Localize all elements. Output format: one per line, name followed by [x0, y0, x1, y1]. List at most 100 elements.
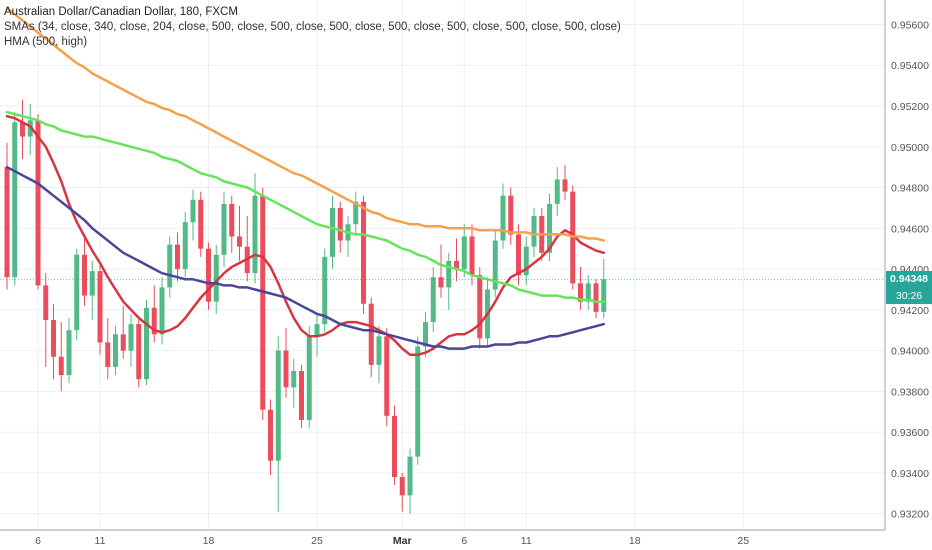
hma-indicator-label[interactable]: HMA (500, high)	[4, 36, 88, 48]
candle-body-down	[105, 342, 111, 367]
candle-body-up	[159, 287, 165, 335]
price-tick-label: 0.94200	[891, 305, 929, 317]
price-tick-label: 0.94000	[891, 346, 929, 358]
chart-legend: Australian Dollar/Canadian Dollar, 180, …	[4, 5, 621, 50]
bar-countdown-badge: 30:26	[886, 288, 932, 305]
candle-body-up	[407, 456, 413, 496]
time-tick-label: 18	[629, 535, 641, 547]
candle-body-up	[353, 201, 359, 225]
candle-body-down	[392, 415, 397, 477]
candle-body-up	[221, 203, 227, 255]
sma-340-line	[5, 6, 606, 242]
candle-body-down	[206, 248, 211, 302]
candle-body-down	[20, 122, 25, 137]
candle-body-up	[492, 240, 498, 290]
time-tick-label: 6	[461, 535, 467, 547]
sma-34-line	[5, 114, 606, 356]
candle-body-up	[423, 322, 428, 347]
candle-body-up	[66, 330, 72, 376]
candle-body-down	[229, 203, 235, 237]
candle-body-down	[260, 195, 266, 410]
time-tick-label: 25	[311, 535, 323, 547]
candle-body-up	[182, 222, 188, 270]
candle-body-up	[415, 346, 421, 457]
candle-body-down	[399, 477, 405, 496]
candle-body-up	[500, 195, 506, 241]
candle-body-up	[446, 260, 452, 288]
candle-body-up	[461, 236, 467, 270]
candle-body-up	[322, 256, 328, 325]
candle-body-down	[136, 324, 142, 380]
candle-body-up	[531, 216, 537, 247]
candle-body-down	[198, 199, 204, 249]
candle-body-down	[175, 244, 180, 270]
candle-body-up	[291, 371, 297, 388]
candle-body-down	[151, 307, 157, 335]
time-tick-label: 11	[521, 535, 532, 547]
price-tick-label: 0.93200	[891, 509, 929, 521]
price-tick-label: 0.95200	[891, 101, 929, 113]
time-tick-label: Mar	[393, 535, 412, 547]
time-tick-label: 25	[737, 535, 749, 547]
candle-body-down	[299, 371, 304, 420]
sma-indicator-label[interactable]: SMAs (34, close, 340, close, 204, close,…	[4, 21, 621, 33]
price-tick-label: 0.95600	[891, 19, 929, 31]
candle-body-up	[554, 179, 560, 204]
candle-body-down	[268, 409, 273, 461]
candle-body-down	[361, 201, 366, 304]
candle-body-up	[306, 336, 312, 420]
price-tick-label: 0.94800	[891, 183, 929, 195]
candle-body-up	[275, 350, 281, 461]
price-tick-label: 0.93400	[891, 468, 929, 480]
candle-body-up	[113, 334, 118, 367]
price-tick-label: 0.93800	[891, 386, 929, 398]
hma-500-line	[5, 165, 606, 350]
candle-body-up	[314, 324, 320, 337]
candle-body-down	[578, 283, 583, 302]
candle-body-up	[128, 324, 134, 351]
candle-body-up	[12, 122, 18, 278]
candle-body-down	[337, 207, 343, 241]
candlestick-series	[4, 99, 607, 514]
candle-body-up	[89, 271, 95, 296]
candle-body-down	[97, 271, 103, 343]
last-price-badge: 0.94348	[886, 271, 932, 289]
candle-body-up	[213, 254, 219, 302]
candle-body-up	[27, 120, 33, 137]
candle-body-down	[454, 260, 459, 270]
candle-body-up	[376, 336, 382, 365]
candle-body-up	[430, 277, 436, 323]
candle-body-down	[384, 336, 390, 416]
candle-body-down	[562, 179, 568, 192]
candle-body-up	[547, 203, 552, 253]
candle-body-up	[74, 254, 80, 331]
candle-body-down	[58, 356, 64, 376]
candle-body-up	[330, 207, 335, 257]
price-tick-label: 0.95000	[891, 142, 929, 154]
price-tick-label: 0.95400	[891, 60, 929, 72]
candle-body-down	[508, 195, 514, 235]
sma-204-line	[5, 110, 606, 303]
candle-body-down	[82, 254, 87, 296]
time-tick-label: 6	[35, 535, 41, 547]
candle-body-down	[51, 320, 56, 357]
candle-body-up	[252, 195, 258, 274]
indicator-lines	[5, 6, 606, 356]
candle-body-down	[43, 285, 49, 321]
symbol-title[interactable]: Australian Dollar/Canadian Dollar, 180, …	[4, 6, 238, 18]
candle-body-up	[190, 199, 196, 223]
candle-body-up	[144, 307, 149, 380]
price-tick-label: 0.93600	[891, 427, 929, 439]
candle-body-down	[35, 120, 41, 286]
time-tick-label: 11	[95, 535, 106, 547]
candle-body-down	[516, 234, 521, 276]
candle-body-down	[283, 350, 289, 388]
candle-body-up	[601, 279, 607, 312]
price-tick-label: 0.94600	[891, 223, 929, 235]
candle-body-down	[120, 334, 126, 351]
candle-body-down	[368, 303, 374, 365]
candle-body-down	[477, 275, 483, 339]
candle-body-down	[593, 283, 599, 312]
candle-body-down	[469, 236, 475, 276]
